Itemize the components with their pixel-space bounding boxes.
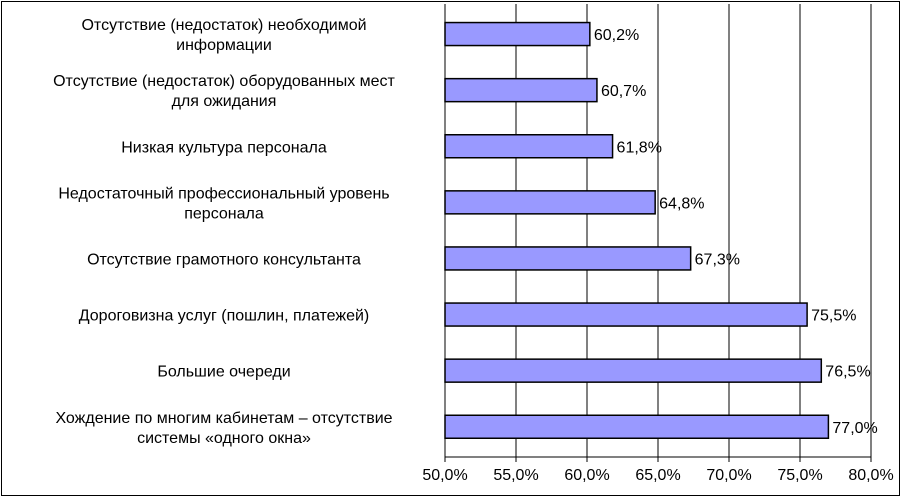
bar-chart: 60,2% 60,7% 61,8% 64,8% 67,3% 75,5% 76,5% 77,0%… <box>53 4 894 484</box>
x-axis: 50,0% 55,0% 60,0% 65,0% 70,0% 75,0% 80,0% <box>422 456 894 484</box>
category-label-6: Большие очереди <box>157 364 290 381</box>
category-label-4: Отсутствие грамотного консультанта <box>87 251 361 268</box>
category-label-7: Хождение по многим кабинетам – отсутстви… <box>55 410 392 447</box>
bar-7 <box>444 414 830 439</box>
bar-0 <box>444 21 591 47</box>
category-label-5: Дороговизна услуг (пошлин, платежей) <box>79 308 370 325</box>
x-tick-label-4: 70,0% <box>706 467 751 484</box>
bar-5 <box>444 302 808 327</box>
bar-1 <box>444 77 598 103</box>
x-tick-label-3: 65,0% <box>635 467 680 484</box>
bars: 60,2% 60,7% 61,8% 64,8% 67,3% 75,5% 76,5% 77,0% <box>444 21 878 439</box>
bar-4 <box>444 246 692 271</box>
x-tick-label-2: 60,0% <box>564 467 609 484</box>
category-label-3: Недостаточный профессиональный уровень пе… <box>58 185 389 222</box>
data-label-0: 60,2% <box>594 27 639 44</box>
x-tick-label-6: 80,0% <box>848 467 893 484</box>
category-label-2: Низкая культура персонала <box>121 139 327 156</box>
data-label-5: 75,5% <box>811 308 856 325</box>
bar-6 <box>444 358 823 383</box>
data-label-4: 67,3% <box>695 251 740 268</box>
data-label-7: 77,0% <box>832 420 877 437</box>
x-tick-label-1: 55,0% <box>493 467 538 484</box>
grid-lines <box>444 4 872 457</box>
x-tick-label-5: 75,0% <box>777 467 822 484</box>
x-tick-label-0: 50,0% <box>422 467 467 484</box>
bar-2 <box>444 134 614 159</box>
data-label-3: 64,8% <box>659 195 704 212</box>
category-label-1: Отсутствие (недостаток) оборудованных ме… <box>53 73 395 110</box>
data-label-2: 61,8% <box>617 139 662 156</box>
data-label-1: 60,7% <box>601 83 646 100</box>
category-label-0: Отсутствие (недостаток) необходимой инфор… <box>81 17 366 54</box>
data-label-6: 76,5% <box>825 364 870 381</box>
category-labels: Отсутствие (недостаток) необходимой инфор… <box>53 17 395 447</box>
bar-3 <box>444 190 656 215</box>
